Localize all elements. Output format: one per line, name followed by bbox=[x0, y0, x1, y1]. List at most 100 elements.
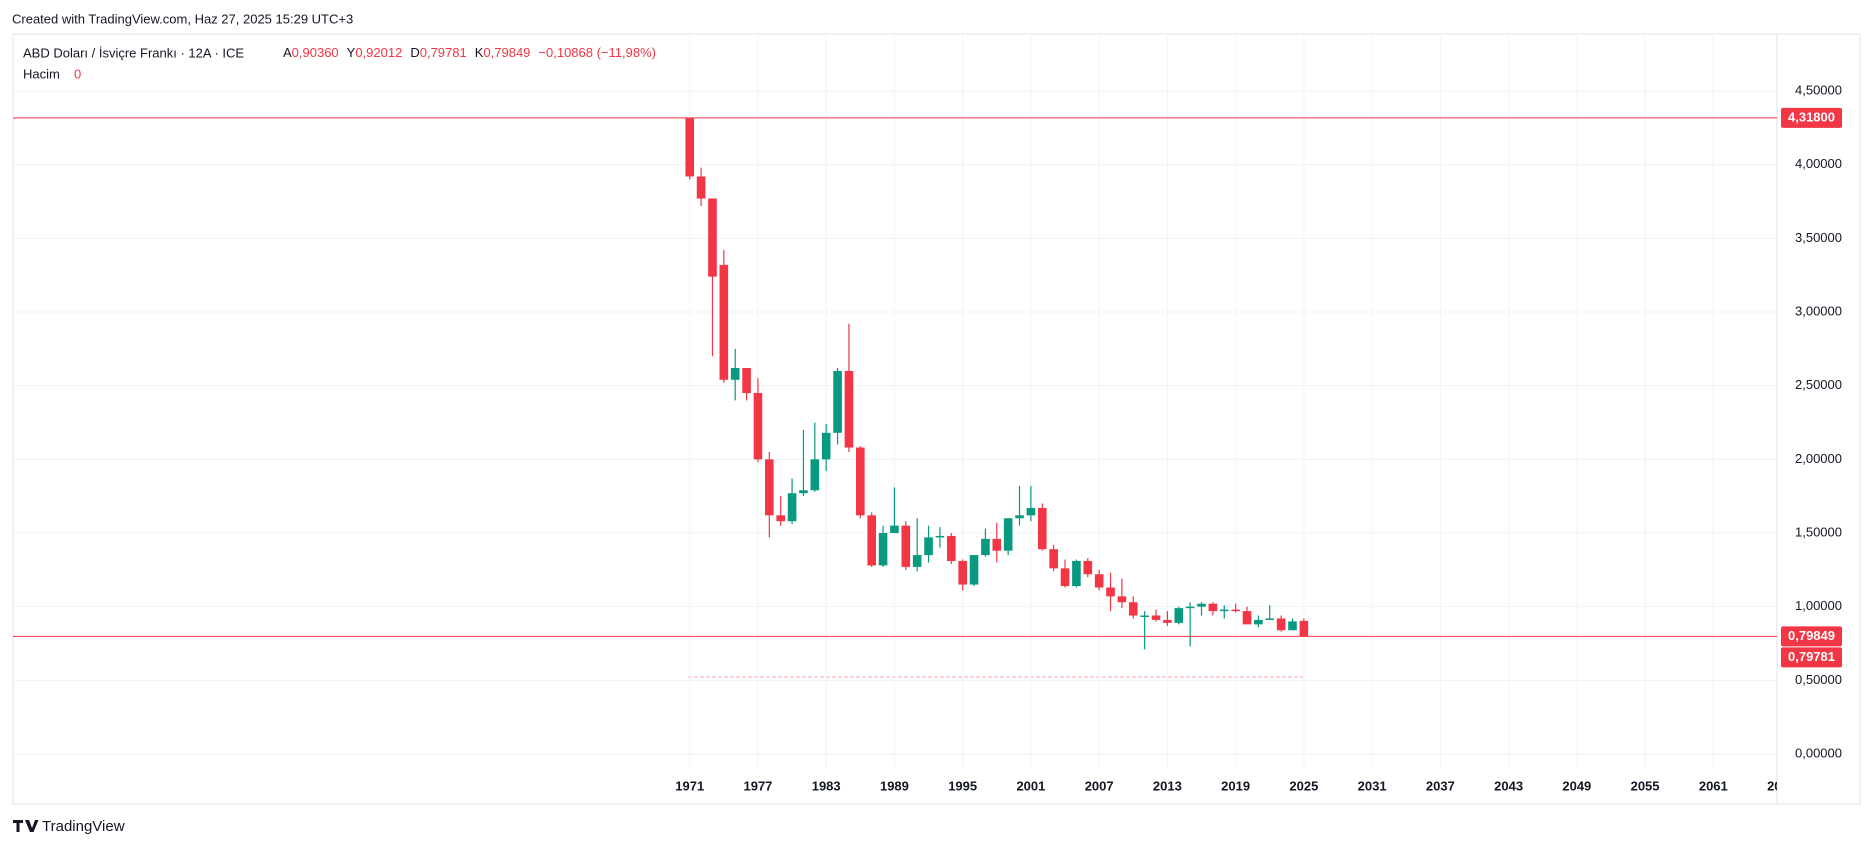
candle-body bbox=[753, 393, 763, 460]
candle-body bbox=[958, 560, 967, 585]
candle-body bbox=[912, 555, 922, 567]
x-tick-label: 2019 bbox=[1221, 778, 1250, 793]
candle-body bbox=[1288, 621, 1297, 631]
price-tag-label: 0,79849 bbox=[1788, 628, 1835, 643]
candle-body bbox=[1185, 606, 1195, 609]
brand: TradingView bbox=[13, 818, 125, 835]
candle-body bbox=[685, 117, 695, 177]
candle-body bbox=[1117, 596, 1127, 603]
x-tick-label: 1977 bbox=[743, 778, 772, 793]
candle-body bbox=[1128, 602, 1138, 616]
candle-body bbox=[981, 538, 990, 556]
candle-body bbox=[833, 370, 842, 433]
grid bbox=[13, 34, 1777, 770]
x-tick-label: 2007 bbox=[1085, 778, 1114, 793]
ohlc-value: 0,90360 bbox=[292, 45, 339, 60]
candle-body bbox=[867, 515, 876, 566]
x-tick-label: 2055 bbox=[1631, 778, 1660, 793]
x-tick-label: 2025 bbox=[1289, 778, 1318, 793]
y-tick-label: 0,00000 bbox=[1795, 745, 1842, 760]
y-tick-label: 0,50000 bbox=[1795, 672, 1842, 687]
pane-border bbox=[12, 33, 1861, 805]
candle-body bbox=[924, 537, 933, 556]
price-tag-label: 0,79781 bbox=[1788, 649, 1835, 664]
candle-body bbox=[1151, 615, 1161, 620]
x-tick-label: 2067 bbox=[1767, 778, 1796, 793]
y-tick-label: 3,50000 bbox=[1795, 230, 1842, 245]
volume-name: Hacim bbox=[23, 66, 60, 81]
price-tag-box bbox=[1781, 107, 1842, 128]
candle-body bbox=[696, 176, 706, 199]
candle-body bbox=[1219, 609, 1229, 612]
candle-body bbox=[1015, 515, 1024, 519]
candle-body bbox=[810, 459, 820, 491]
candle-body bbox=[730, 367, 740, 380]
x-tick-label: 2043 bbox=[1494, 778, 1523, 793]
ohlc-key: A bbox=[283, 45, 292, 60]
candle-body bbox=[765, 459, 774, 516]
candle-body bbox=[1174, 608, 1184, 623]
candle-body bbox=[708, 198, 717, 277]
x-axis: 1971 1977 1983 1989 1995 2001 2007 2013 2019 2025… bbox=[675, 778, 1796, 793]
x-tick-label: 1989 bbox=[880, 778, 909, 793]
symbol: ABD Doları / İsviçre Frankı · 12A · ICE bbox=[23, 45, 244, 60]
y-tick-label: 2,00000 bbox=[1795, 451, 1842, 466]
x-tick-label: 2037 bbox=[1426, 778, 1455, 793]
created-note: Created with TradingView.com, Haz 27, 20… bbox=[12, 11, 353, 26]
x-tick-label: 1971 bbox=[675, 778, 704, 793]
price-tag-box bbox=[1781, 626, 1842, 647]
x-tick-label: 2001 bbox=[1016, 778, 1045, 793]
ohlc-key: K bbox=[475, 45, 484, 60]
candle-body bbox=[1276, 618, 1286, 631]
candles bbox=[13, 117, 1777, 650]
candle-body bbox=[992, 538, 1002, 551]
candle-body bbox=[1163, 619, 1172, 623]
candle-body bbox=[799, 490, 808, 494]
candle-body bbox=[1140, 615, 1149, 618]
candle-body bbox=[1094, 574, 1104, 588]
x-tick-label: 2061 bbox=[1699, 778, 1728, 793]
candle-body bbox=[1208, 603, 1218, 612]
candle-body bbox=[844, 370, 854, 448]
price-tag-label: 4,31800 bbox=[1788, 109, 1835, 124]
candle-body bbox=[1049, 549, 1058, 569]
x-tick-label: 2031 bbox=[1358, 778, 1387, 793]
ohlc: A0,90360 Y0,92012 D0,79781 K0,79849 −0,10868… bbox=[283, 45, 656, 60]
candle-body bbox=[1003, 518, 1013, 551]
ohlc-value: 0,92012 bbox=[355, 45, 402, 60]
y-tick-label: 1,50000 bbox=[1795, 524, 1842, 539]
ohlc-key: D bbox=[410, 45, 419, 60]
change: −0,10868 (−11,98%) bbox=[538, 45, 656, 60]
candle-body bbox=[1254, 619, 1263, 625]
candle-body bbox=[1060, 568, 1070, 587]
candle-body bbox=[901, 525, 911, 567]
candle-body bbox=[946, 535, 956, 561]
x-tick-label: 1995 bbox=[948, 778, 977, 793]
candle-body bbox=[856, 447, 865, 516]
candle-body bbox=[1231, 609, 1240, 612]
x-tick-label: 2049 bbox=[1562, 778, 1591, 793]
candle-body bbox=[1265, 618, 1275, 620]
logo bbox=[13, 820, 39, 832]
candle-body bbox=[969, 555, 979, 585]
candle-body bbox=[890, 525, 899, 533]
candle-body bbox=[1197, 603, 1206, 607]
candle-body bbox=[1299, 620, 1309, 637]
price-tag-box bbox=[1781, 647, 1842, 668]
brand-name: TradingView bbox=[42, 818, 125, 835]
ohlc-value: 0,79781 bbox=[420, 45, 467, 60]
candle-body bbox=[1026, 507, 1036, 516]
legend: ABD Doları / İsviçre Frankı · 12A · ICE … bbox=[23, 45, 656, 81]
candle-body bbox=[878, 533, 888, 566]
candle-body bbox=[1083, 560, 1093, 575]
candle-body bbox=[1242, 611, 1252, 625]
candle-body bbox=[821, 432, 831, 460]
y-tick-label: 4,50000 bbox=[1795, 82, 1842, 97]
volume-value: 0 bbox=[74, 66, 81, 81]
candle-body bbox=[776, 515, 785, 522]
candle-body bbox=[935, 535, 945, 538]
x-tick-label: 2013 bbox=[1153, 778, 1182, 793]
y-tick-label: 2,50000 bbox=[1795, 377, 1842, 392]
ohlc-key: Y bbox=[347, 45, 356, 60]
